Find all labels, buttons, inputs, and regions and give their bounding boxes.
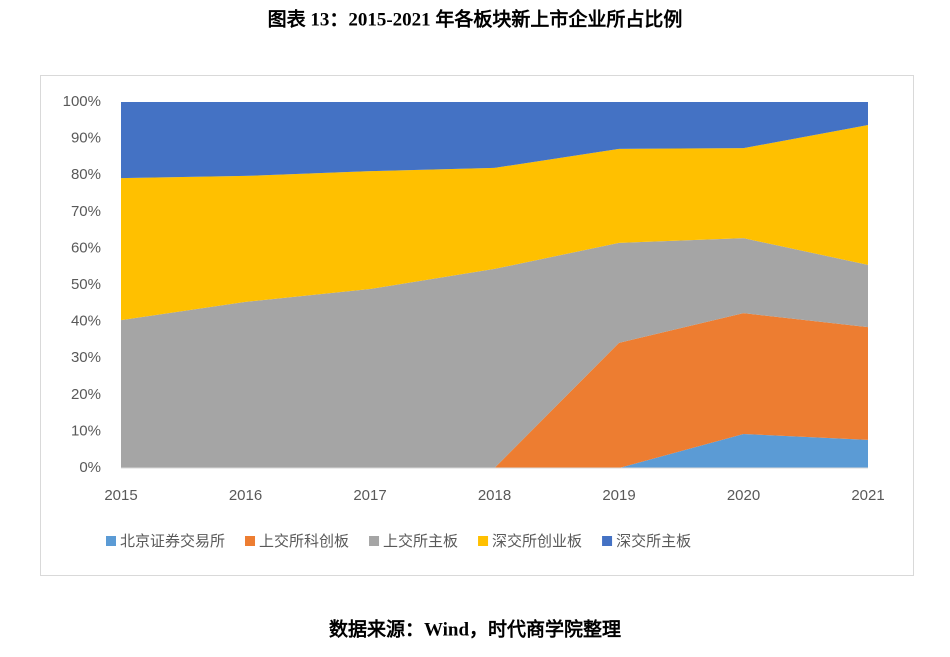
chart-frame [40, 75, 914, 576]
area [121, 313, 868, 468]
area [121, 238, 868, 468]
area [121, 102, 868, 179]
legend-swatch [478, 536, 489, 546]
legend-swatch [106, 536, 116, 546]
legend-swatch [245, 536, 256, 546]
legend-label: 上交所科创板 [259, 532, 349, 550]
legend-swatch [602, 536, 613, 546]
legend-label: 深交所主板 [616, 532, 691, 550]
area [121, 433, 868, 468]
y-tick-label: 100% [63, 93, 101, 110]
y-tick-label: 60% [71, 239, 101, 256]
y-tick-label: 40% [71, 313, 101, 330]
y-tick-label: 70% [71, 203, 101, 220]
y-tick-label: 80% [71, 166, 101, 183]
x-tick-label: 2021 [851, 487, 884, 504]
x-tick-label: 2017 [353, 487, 386, 504]
x-tick-label: 2019 [602, 487, 635, 504]
y-tick-label: 50% [71, 276, 101, 293]
y-tick-label: 0% [79, 459, 101, 476]
chart-title: 图表 13：2015-2021 年各板块新上市企业所占比例 [268, 7, 683, 30]
x-tick-label: 2018 [478, 487, 511, 504]
legend-label: 深交所创业板 [492, 532, 582, 550]
y-tick-label: 90% [71, 130, 101, 147]
y-tick-label: 30% [71, 349, 101, 366]
x-tick-label: 2020 [727, 487, 760, 504]
y-tick-label: 10% [71, 422, 101, 439]
source-note: 数据来源：Wind，时代商学院整理 [329, 617, 621, 640]
area [121, 125, 868, 321]
x-tick-label: 2016 [229, 487, 262, 504]
x-tick-label: 2015 [104, 487, 137, 504]
legend-label: 北京证券交易所 [120, 532, 225, 550]
y-tick-label: 20% [71, 386, 101, 403]
legend-swatch [369, 536, 380, 546]
legend-label: 上交所主板 [383, 532, 458, 550]
